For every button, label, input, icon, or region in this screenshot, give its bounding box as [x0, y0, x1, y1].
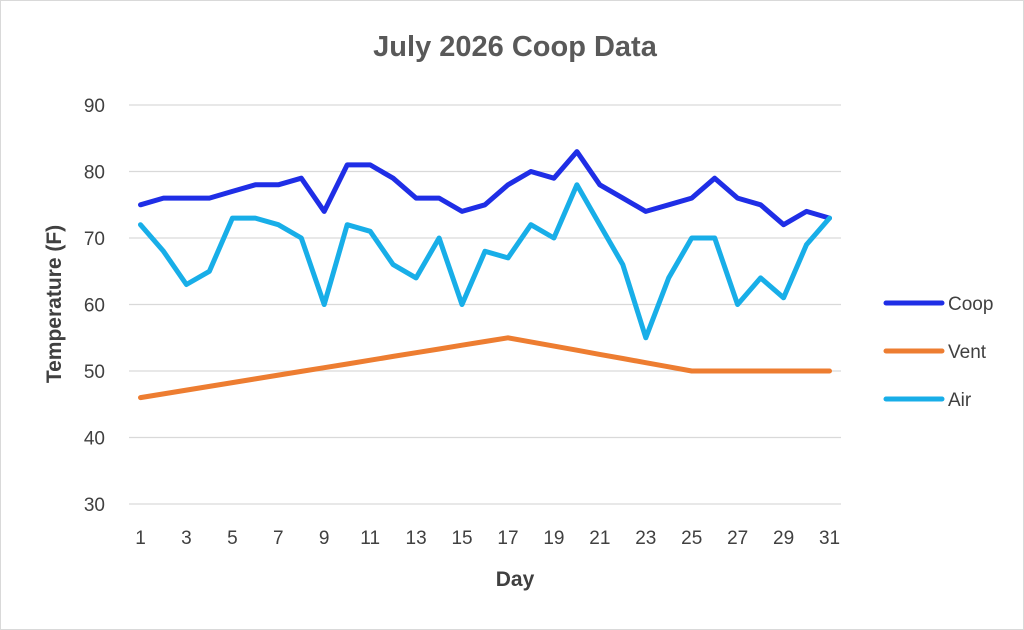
series-line-air [138, 182, 832, 341]
legend-label-vent: Vent [948, 342, 987, 363]
x-tick-label: 17 [497, 528, 518, 549]
x-tick-label: 21 [589, 528, 610, 549]
y-axis-label: Temperature (F) [43, 225, 66, 383]
x-axis-ticks: 1 3 5 7 9 11 13 15 17 19 21 23 25 27 29 31 [135, 528, 840, 549]
y-tick-label: 30 [84, 495, 105, 516]
x-tick-label: 11 [360, 528, 380, 549]
x-tick-label: 29 [773, 528, 794, 549]
x-tick-label: 15 [451, 528, 472, 549]
series-lines [138, 149, 832, 401]
legend-label-air: Air [948, 390, 972, 411]
y-tick-label: 90 [84, 96, 105, 117]
chart-title: July 2026 Coop Data [373, 31, 658, 63]
legend: Coop Vent Air [883, 294, 993, 411]
y-tick-label: 70 [84, 229, 105, 250]
x-tick-label: 9 [319, 528, 330, 549]
x-tick-label: 19 [543, 528, 564, 549]
legend-label-coop: Coop [948, 294, 993, 315]
x-axis-label: Day [496, 568, 535, 591]
x-tick-label: 25 [681, 528, 702, 549]
y-tick-label: 50 [84, 362, 105, 383]
x-tick-label: 1 [135, 528, 146, 549]
x-tick-label: 3 [181, 528, 192, 549]
series-line-vent [138, 335, 832, 401]
series-line-coop [138, 149, 832, 228]
y-tick-label: 80 [84, 163, 105, 184]
y-axis-ticks: 30 40 50 60 70 80 90 [84, 96, 105, 516]
y-tick-label: 60 [84, 296, 105, 317]
x-tick-label: 7 [273, 528, 284, 549]
x-tick-label: 23 [635, 528, 656, 549]
x-tick-label: 27 [727, 528, 748, 549]
x-tick-label: 5 [227, 528, 238, 549]
x-tick-label: 13 [406, 528, 427, 549]
y-tick-label: 40 [84, 429, 105, 450]
x-tick-label: 31 [819, 528, 840, 549]
gridlines [129, 104, 841, 505]
